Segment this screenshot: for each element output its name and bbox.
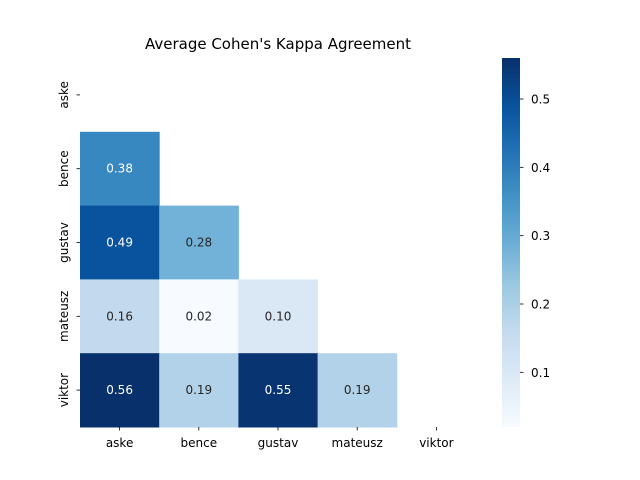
heatmap-cell-gustav-bence — [159, 205, 239, 280]
cell-value-label: 0.16 — [106, 309, 133, 323]
heatmap-cells: 0.38 0.49 0.28 0.16 0.02 0.10 0.56 0.19 0.55 0.19 — [80, 131, 398, 428]
y-tick-label: viktor — [57, 373, 71, 407]
heatmap-cell-mateusz-gustav — [238, 279, 319, 354]
colorbar — [502, 58, 520, 427]
colorbar-axis: 0.1 0.2 0.3 0.4 0.5 — [520, 93, 550, 380]
colorbar-tick-label: 0.3 — [531, 229, 550, 243]
cell-value-label: 0.55 — [265, 383, 292, 397]
x-axis: aske bence gustav mateusz viktor — [106, 427, 454, 450]
y-tick-label: aske — [57, 81, 71, 109]
heatmap-cell-viktor-aske — [80, 353, 160, 428]
heatmap-cell-viktor-gustav — [238, 353, 319, 428]
y-axis: aske bence gustav mateusz viktor — [57, 81, 80, 407]
colorbar-tick-label: 0.5 — [531, 93, 550, 107]
x-tick-label: aske — [106, 436, 134, 450]
cell-value-label: 0.19 — [185, 383, 212, 397]
cell-value-label: 0.28 — [185, 236, 212, 250]
x-tick-label: gustav — [258, 436, 299, 450]
colorbar-tick-label: 0.2 — [531, 298, 550, 312]
heatmap-cell-gustav-aske — [80, 205, 160, 280]
heatmap-cell-mateusz-bence — [159, 279, 239, 354]
cell-value-label: 0.38 — [106, 162, 133, 176]
y-tick-label: gustav — [57, 222, 71, 263]
heatmap-cell-mateusz-aske — [80, 279, 160, 354]
heatmap-cell-viktor-bence — [159, 353, 239, 428]
heatmap-cell-bence-aske — [80, 131, 160, 207]
colorbar-tick-label: 0.4 — [531, 161, 550, 175]
x-tick-label: viktor — [419, 436, 453, 450]
colorbar-tick-label: 0.1 — [531, 366, 550, 380]
cell-value-label: 0.19 — [344, 383, 371, 397]
x-tick-label: bence — [181, 436, 218, 450]
chart-title: Average Cohen's Kappa Agreement — [145, 35, 411, 53]
y-tick-label: bence — [57, 150, 71, 187]
cell-value-label: 0.10 — [265, 309, 292, 323]
cell-value-label: 0.49 — [106, 236, 133, 250]
cell-value-label: 0.56 — [106, 383, 133, 397]
y-tick-label: mateusz — [57, 291, 71, 342]
cell-value-label: 0.02 — [185, 309, 212, 323]
heatmap-cell-viktor-mateusz — [317, 353, 398, 428]
x-tick-label: mateusz — [332, 436, 383, 450]
